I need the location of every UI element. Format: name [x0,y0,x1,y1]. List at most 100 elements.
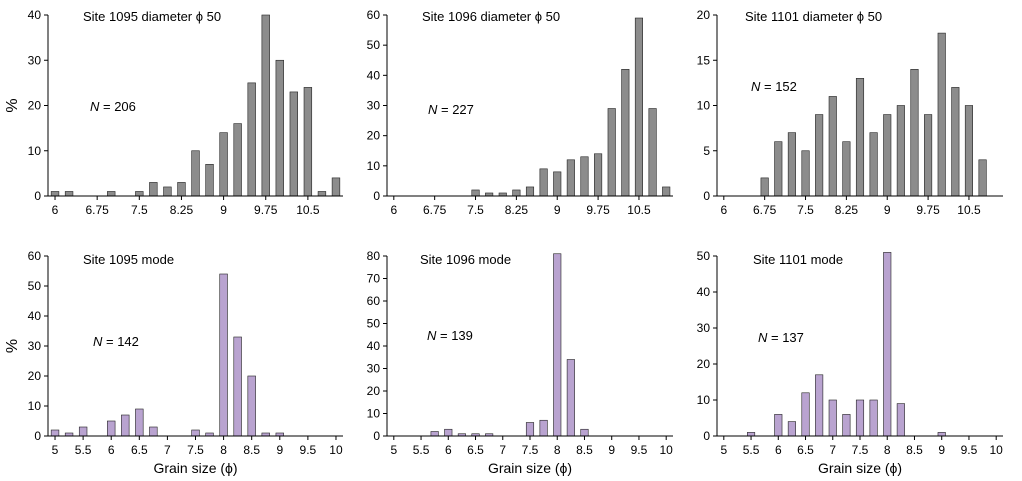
x-tick-label: 7.5 [187,443,204,457]
bar-6 [774,414,783,437]
bar-6_75 [149,426,158,437]
x-tick-label: 9.5 [300,443,317,457]
y-tick-label: 50 [697,249,711,263]
bar-6_75 [815,374,824,437]
sample-count-label: N = 152 [751,79,797,94]
x-tick-label: 6.5 [131,443,148,457]
y-tick-label: 5 [703,144,710,158]
x-tick-label: 6.75 [423,203,447,217]
y-tick-label: 60 [367,8,381,22]
x-tick-label: 5 [720,443,727,457]
bar-5 [50,429,60,437]
x-tick-label: 5.5 [413,443,430,457]
bar-7_5 [135,191,144,197]
bar-8_5 [247,375,256,437]
y-tick-label: 10 [367,407,381,421]
bar-8_25 [512,189,521,197]
x-tick-label: 6 [720,203,727,217]
x-tick-label: 9 [608,443,615,457]
x-tick-label: 7 [164,443,171,457]
bar-8_75 [539,168,548,197]
x-tick-label: 5 [390,443,397,457]
bar-9_25 [566,159,575,197]
bar-7 [774,141,783,197]
x-tick-label: 6.5 [797,443,814,457]
y-tick-label: 40 [697,285,711,299]
bar-8_5 [855,78,865,197]
sample-count-symbol: N [751,79,761,94]
y-tick-label: 20 [367,129,381,143]
bar-8 [219,273,228,437]
sample-count-value: = 137 [767,330,804,345]
y-tick-label: 40 [28,8,42,22]
y-tick-label: 0 [373,189,380,203]
bar-9_75 [924,114,933,197]
x-tick-label: 8.5 [576,443,593,457]
sample-count-symbol: N [93,334,103,349]
y-tick-label: 15 [697,53,711,67]
x-tick-label: 9.5 [631,443,648,457]
y-tick-label: 60 [367,294,381,308]
x-tick-label: 5 [52,443,59,457]
bar-7_5 [525,422,535,437]
bar-9_75 [594,153,603,197]
y-axis-label: % [4,98,21,112]
bar-8_75 [205,164,214,197]
sample-count-value: = 142 [102,334,139,349]
y-tick-label: 0 [703,189,710,203]
bar-5_75 [430,431,439,437]
x-tick-label: 6 [775,443,782,457]
bar-7_5 [191,429,200,437]
bar-6_25 [787,421,796,437]
x-tick-label: 8 [884,443,891,457]
x-axis-label: Grain size (ϕ) [488,460,572,476]
bar-10_5 [634,17,644,197]
x-tick-label: 9 [884,203,891,217]
y-tick-label: 40 [367,68,381,82]
bar-9_25 [233,123,242,197]
x-axis-label: Grain size (ϕ) [818,460,902,476]
x-tick-label: 8 [220,443,227,457]
bar-9 [219,132,228,197]
bar-8 [163,186,172,197]
panel-title: Site 1095 diameter ϕ 50 [83,9,221,24]
bar-9_5 [910,69,919,197]
bar-9_5 [247,82,256,197]
bar-7_75 [539,419,548,437]
y-axis-label: % [4,339,21,353]
bar-5_5 [746,432,756,437]
bar-8 [828,96,837,197]
bar-5_5 [78,426,88,437]
bar-7_75 [149,182,158,197]
bar-9 [883,114,892,197]
y-tick-label: 10 [697,393,711,407]
bar-8_75 [869,132,878,197]
bar-8_25 [566,359,575,437]
x-tick-label: 6.5 [467,443,484,457]
x-tick-label: 7.5 [852,443,869,457]
sample-count-label: N = 206 [90,99,136,114]
x-tick-label: 7 [829,443,836,457]
bar-10_75 [978,159,987,197]
bar-7 [828,399,837,437]
y-tick-label: 30 [697,321,711,335]
bar-8_25 [233,336,242,437]
y-tick-label: 20 [28,369,42,383]
panel-title: Site 1101 diameter ϕ 50 [745,9,882,24]
bar-7_5 [855,399,865,437]
bar-9_75 [261,14,270,197]
bar-7_75 [869,399,878,437]
bar-10 [607,108,616,197]
sample-count-value: = 139 [436,328,473,343]
bar-7 [107,191,116,197]
bar-10 [937,32,946,197]
bar-7_5 [801,150,810,197]
x-tick-label: 10 [990,443,1004,457]
y-tick-label: 20 [28,99,42,113]
bar-8_5 [525,186,535,197]
x-tick-label: 5.5 [743,443,760,457]
x-tick-label: 8.5 [243,443,260,457]
bar-6 [50,191,60,197]
bar-9_5 [580,156,589,197]
x-tick-label: 7.5 [467,203,484,217]
